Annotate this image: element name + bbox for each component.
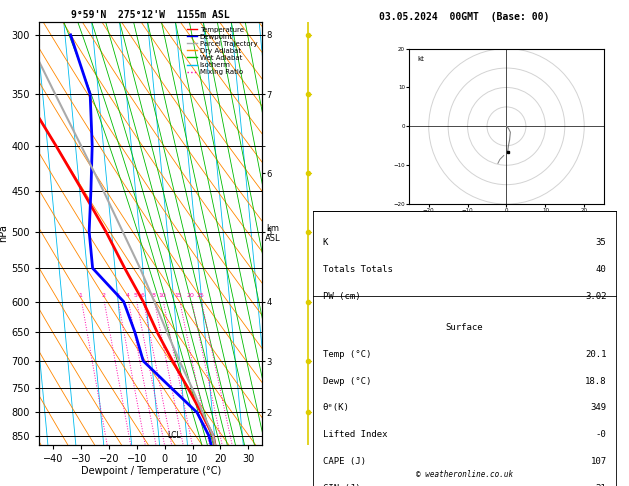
Text: 35: 35: [596, 238, 606, 247]
Y-axis label: km
ASL: km ASL: [265, 224, 281, 243]
Text: 107: 107: [591, 457, 606, 466]
Title: 9°59'N  275°12'W  1155m ASL: 9°59'N 275°12'W 1155m ASL: [71, 10, 230, 20]
Text: 8: 8: [152, 293, 155, 298]
Legend: Temperature, Dewpoint, Parcel Trajectory, Dry Adiabat, Wet Adiabat, Isotherm, Mi: Temperature, Dewpoint, Parcel Trajectory…: [185, 25, 259, 76]
Text: 15: 15: [175, 293, 182, 298]
Text: θᵉ(K): θᵉ(K): [323, 403, 350, 413]
Text: 4: 4: [125, 293, 130, 298]
Text: K: K: [323, 238, 328, 247]
Text: © weatheronline.co.uk: © weatheronline.co.uk: [416, 469, 513, 479]
Text: -0: -0: [596, 430, 606, 439]
Text: Lifted Index: Lifted Index: [323, 430, 387, 439]
Text: 3.02: 3.02: [585, 292, 606, 301]
Text: 5: 5: [133, 293, 137, 298]
Text: 20.1: 20.1: [585, 350, 606, 359]
Text: 40: 40: [596, 265, 606, 274]
Text: Totals Totals: Totals Totals: [323, 265, 392, 274]
Text: 2: 2: [101, 293, 105, 298]
Text: Temp (°C): Temp (°C): [323, 350, 371, 359]
Text: CIN (J): CIN (J): [323, 484, 360, 486]
Text: 6: 6: [140, 293, 144, 298]
Text: kt: kt: [417, 56, 424, 62]
X-axis label: Dewpoint / Temperature (°C): Dewpoint / Temperature (°C): [81, 467, 221, 476]
Text: 10: 10: [159, 293, 166, 298]
Text: 3: 3: [115, 293, 119, 298]
Y-axis label: hPa: hPa: [0, 225, 9, 242]
Text: Dewp (°C): Dewp (°C): [323, 377, 371, 386]
Text: 18.8: 18.8: [585, 377, 606, 386]
Text: 21: 21: [596, 484, 606, 486]
Text: 20: 20: [187, 293, 194, 298]
Text: PW (cm): PW (cm): [323, 292, 360, 301]
Text: 1: 1: [79, 293, 82, 298]
Text: 25: 25: [196, 293, 204, 298]
Text: 03.05.2024  00GMT  (Base: 00): 03.05.2024 00GMT (Base: 00): [379, 12, 550, 22]
Text: 349: 349: [591, 403, 606, 413]
Text: LCL: LCL: [167, 431, 181, 440]
Text: CAPE (J): CAPE (J): [323, 457, 365, 466]
Text: Surface: Surface: [446, 323, 483, 332]
